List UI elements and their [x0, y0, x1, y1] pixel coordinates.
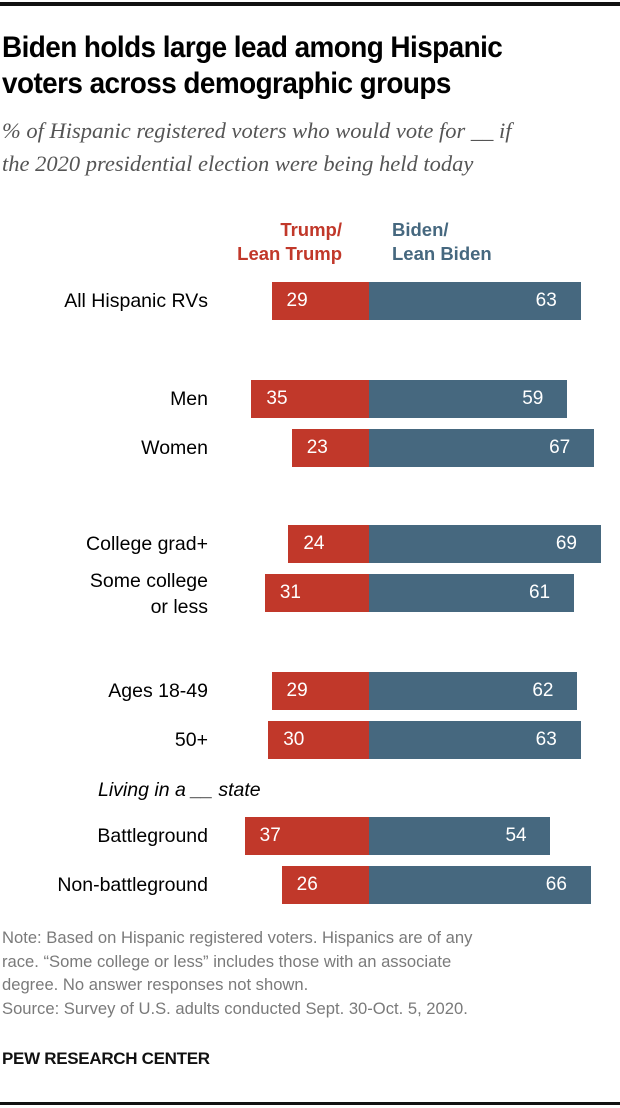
legend-biden-line: Lean Biden: [392, 243, 492, 264]
bar-biden: [369, 525, 601, 563]
value-label-biden: 61: [528, 582, 551, 603]
value-label-trump: 35: [266, 388, 288, 409]
category-label: College grad+: [86, 531, 208, 557]
category-label: Some college or less: [90, 568, 208, 620]
bar-biden: [369, 380, 568, 418]
bar-biden: [369, 672, 578, 710]
category-label: Women: [141, 435, 208, 461]
value-label-biden: 54: [505, 825, 527, 846]
value-label-biden: 69: [555, 533, 577, 554]
value-label-biden: 63: [535, 729, 557, 750]
subtitle-line: the 2020 presidential election were bein…: [2, 151, 474, 176]
bottom-rule: [0, 1102, 620, 1105]
category-label: 50+: [175, 727, 208, 753]
category-label-line: 50+: [174, 729, 208, 751]
bar-trump: [251, 380, 369, 418]
category-label-line: All Hispanic RVs: [64, 290, 208, 312]
value-label-biden: 63: [535, 290, 557, 311]
category-label: Battleground: [97, 823, 208, 849]
value-label-biden: 67: [549, 437, 571, 458]
legend-biden: Biden/ Lean Biden: [392, 218, 492, 266]
bar-trump: [288, 525, 369, 563]
legend-trump-line: Lean Trump: [237, 243, 342, 264]
bar-biden: [369, 429, 595, 467]
bar-trump: [271, 282, 369, 320]
category-label-line: or less: [150, 596, 208, 618]
bar-biden: [369, 721, 581, 759]
note-line: degree. No answer responses not shown.: [2, 975, 309, 994]
legend-trump: Trump/ Lean Trump: [237, 218, 342, 266]
category-label-line: Women: [141, 437, 208, 459]
category-label: Men: [170, 386, 208, 412]
category-label-line: Non-battleground: [57, 874, 208, 896]
value-label-trump: 30: [283, 729, 305, 750]
value-label-trump: 37: [259, 825, 281, 846]
chart-subtitle: % of Hispanic registered voters who woul…: [2, 114, 617, 180]
subtitle-line: % of Hispanic registered voters who woul…: [2, 118, 512, 143]
bar-trump: [271, 672, 369, 710]
value-label-trump: 24: [303, 533, 325, 554]
value-label-trump: 29: [286, 290, 308, 311]
legend-biden-line: Biden/: [392, 219, 449, 240]
source-line: Source: Survey of U.S. adults conducted …: [2, 998, 468, 1018]
note-line: race. “Some college or less” includes th…: [2, 951, 452, 971]
bar-trump: [268, 721, 369, 759]
title-line: Biden holds large lead among Hispanic: [2, 31, 503, 64]
bar-trump: [291, 429, 369, 467]
bar-biden: [369, 282, 581, 320]
bar-trump: [281, 866, 369, 904]
bar-biden: [369, 574, 574, 612]
value-label-trump: 23: [306, 437, 328, 458]
note-line: Note: Based on Hispanic registered voter…: [2, 928, 473, 947]
brand-logo-text: PEW RESEARCH CENTER: [2, 1049, 210, 1068]
legend-trump-line: Trump/: [280, 219, 342, 240]
value-label-biden: 66: [545, 874, 567, 895]
category-label-line: Men: [170, 388, 208, 410]
category-label-line: Ages 18-49: [108, 680, 208, 702]
value-label-trump: 29: [286, 680, 308, 701]
category-label-line: Some college: [89, 570, 208, 592]
notes: Note: Based on Hispanic registered voter…: [2, 926, 612, 1020]
section-label-state: Living in a __ state: [98, 779, 261, 801]
bar-biden: [369, 817, 551, 855]
category-label: Non-battleground: [57, 872, 208, 898]
value-label-trump: 31: [279, 582, 301, 603]
category-label-line: College grad+: [86, 533, 208, 555]
category-label: All Hispanic RVs: [64, 288, 208, 314]
top-rule: [0, 2, 620, 6]
bar-biden: [369, 866, 591, 904]
title-line: voters across demographic groups: [2, 67, 451, 100]
bar-trump: [264, 574, 369, 612]
value-label-biden: 59: [522, 388, 544, 409]
category-label-line: Battleground: [97, 825, 208, 847]
bar-trump: [244, 817, 369, 855]
value-label-trump: 26: [296, 874, 318, 895]
category-label: Ages 18-49: [108, 678, 208, 704]
chart-title: Biden holds large lead among Hispanic vo…: [2, 30, 574, 102]
value-label-biden: 62: [532, 680, 554, 701]
